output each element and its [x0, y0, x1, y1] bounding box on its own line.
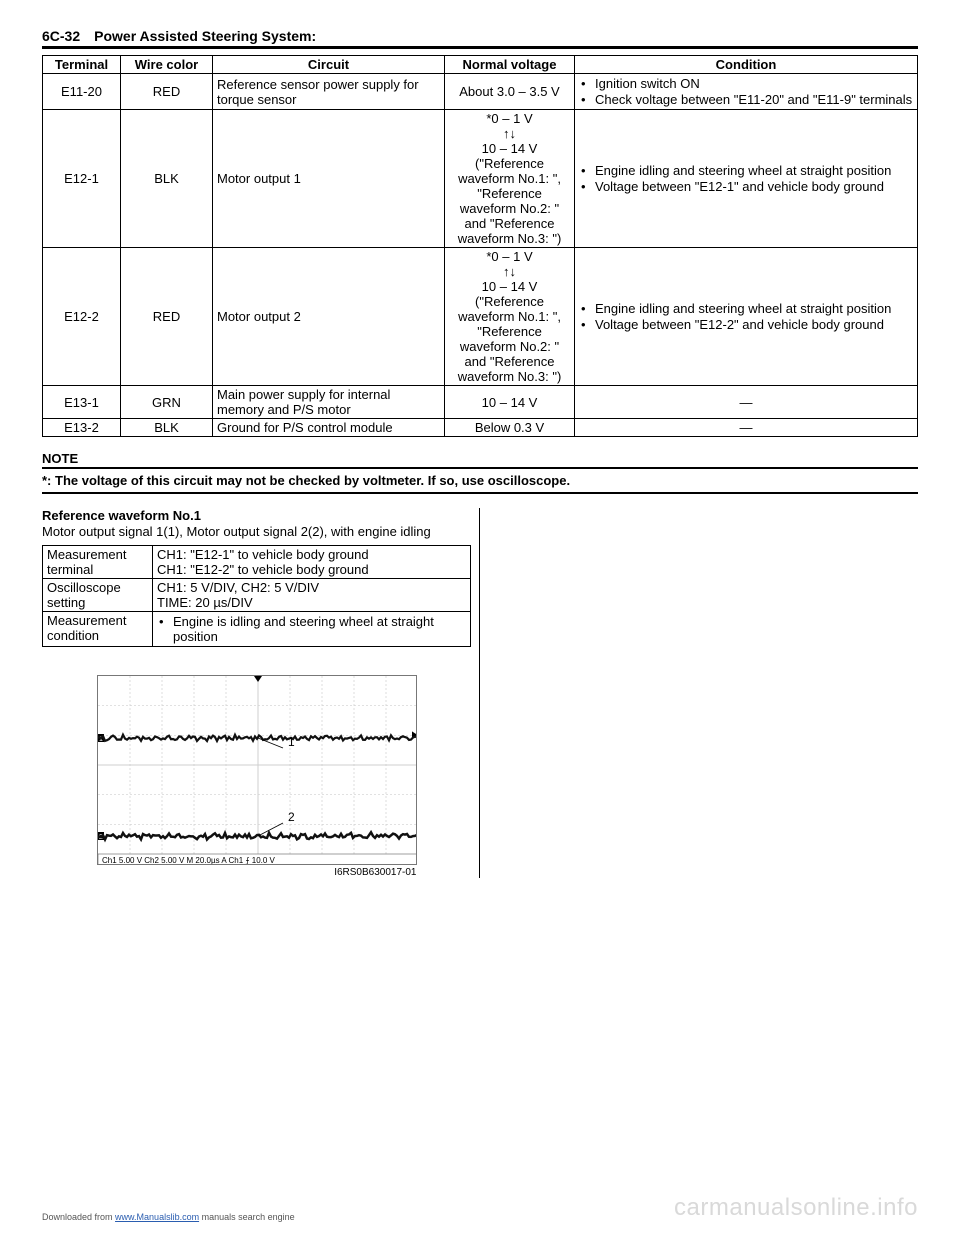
mv: Engine is idling and steering wheel at s… [153, 611, 471, 646]
table-row: Measurement terminal CH1: "E12-1" to veh… [43, 545, 471, 578]
figure-code: I6RS0B630017-01 [97, 867, 417, 878]
table-row: E13-2 BLK Ground for P/S control module … [43, 419, 918, 437]
mv: CH1: "E12-1" to vehicle body ground CH1:… [153, 545, 471, 578]
mv: CH1: 5 V/DIV, CH2: 5 V/DIV TIME: 20 µs/D… [153, 578, 471, 611]
svg-text:1: 1 [288, 735, 295, 749]
table-row: E11-20 RED Reference sensor power supply… [43, 74, 918, 110]
ref-title: Reference waveform No.1 [42, 508, 471, 523]
svg-text:Ch1 5.00 V Ch2 5.00 V M: Ch1 5.00 V Ch2 5.00 V M 20.0µs A Ch1 ⨍ 1… [102, 856, 276, 865]
cell-circuit: Main power supply for internal memory an… [213, 386, 445, 419]
page-title: Power Assisted Steering System: [94, 28, 316, 44]
oscilloscope-svg: 1212Ch1 5.00 V Ch2 5.00 V M 20.0µs A Ch1… [98, 676, 417, 865]
table-row: Oscilloscope setting CH1: 5 V/DIV, CH2: … [43, 578, 471, 611]
th-circuit: Circuit [213, 56, 445, 74]
ref-desc: Motor output signal 1(1), Motor output s… [42, 524, 471, 541]
watermark: carmanualsonline.info [674, 1194, 918, 1222]
voltage-tbody: E11-20 RED Reference sensor power supply… [43, 74, 918, 437]
page-header: 6C-32 Power Assisted Steering System: [42, 28, 918, 49]
mk: Measurement condition [43, 611, 153, 646]
cell-wire: BLK [121, 110, 213, 248]
cell-terminal: E12-1 [43, 110, 121, 248]
oscilloscope-screen: 1212Ch1 5.00 V Ch2 5.00 V M 20.0µs A Ch1… [97, 675, 417, 865]
voltage-table: Terminal Wire color Circuit Normal volta… [42, 55, 918, 437]
left-column: Reference waveform No.1 Motor output sig… [42, 508, 480, 878]
cell-terminal: E13-2 [43, 419, 121, 437]
cell-wire: RED [121, 248, 213, 386]
note-text: *: The voltage of this circuit may not b… [42, 469, 918, 492]
cell-voltage: 10 – 14 V [445, 386, 575, 419]
cell-circuit: Ground for P/S control module [213, 419, 445, 437]
table-row: Measurement condition Engine is idling a… [43, 611, 471, 646]
cell-terminal: E11-20 [43, 74, 121, 110]
cell-circuit: Reference sensor power supply for torque… [213, 74, 445, 110]
cell-wire: RED [121, 74, 213, 110]
th-wire: Wire color [121, 56, 213, 74]
cell-wire: BLK [121, 419, 213, 437]
two-column: Reference waveform No.1 Motor output sig… [42, 508, 918, 878]
manualslib-link[interactable]: www.Manualslib.com [115, 1212, 199, 1222]
note-block: NOTE *: The voltage of this circuit may … [42, 451, 918, 494]
cell-voltage: About 3.0 – 3.5 V [445, 74, 575, 110]
cell-condition: Ignition switch ON Check voltage between… [575, 74, 918, 110]
cell-voltage: Below 0.3 V [445, 419, 575, 437]
cell-terminal: E12-2 [43, 248, 121, 386]
download-line: Downloaded from www.Manualslib.com manua… [42, 1212, 295, 1222]
th-condition: Condition [575, 56, 918, 74]
page-code: 6C-32 [42, 28, 80, 44]
scope-figure: 1212Ch1 5.00 V Ch2 5.00 V M 20.0µs A Ch1… [42, 675, 471, 878]
cell-voltage: *0 – 1 V ↑↓ 10 – 14 V ("Reference wavefo… [445, 110, 575, 248]
th-voltage: Normal voltage [445, 56, 575, 74]
cell-condition: — [575, 419, 918, 437]
right-column [480, 508, 918, 878]
cell-terminal: E13-1 [43, 386, 121, 419]
note-label: NOTE [42, 451, 918, 466]
page-footer: Downloaded from www.Manualslib.com manua… [42, 1194, 918, 1222]
table-row: E12-2 RED Motor output 2 *0 – 1 V ↑↓ 10 … [43, 248, 918, 386]
cell-wire: GRN [121, 386, 213, 419]
cell-condition: — [575, 386, 918, 419]
mk: Oscilloscope setting [43, 578, 153, 611]
cell-condition: Engine idling and steering wheel at stra… [575, 110, 918, 248]
table-row: E13-1 GRN Main power supply for internal… [43, 386, 918, 419]
cell-circuit: Motor output 1 [213, 110, 445, 248]
th-terminal: Terminal [43, 56, 121, 74]
mk: Measurement terminal [43, 545, 153, 578]
measurement-table: Measurement terminal CH1: "E12-1" to veh… [42, 545, 471, 647]
cell-circuit: Motor output 2 [213, 248, 445, 386]
note-rule-bottom [42, 492, 918, 494]
cell-condition: Engine idling and steering wheel at stra… [575, 248, 918, 386]
cell-voltage: *0 – 1 V ↑↓ 10 – 14 V ("Reference wavefo… [445, 248, 575, 386]
table-row: E12-1 BLK Motor output 1 *0 – 1 V ↑↓ 10 … [43, 110, 918, 248]
svg-text:2: 2 [288, 810, 295, 824]
